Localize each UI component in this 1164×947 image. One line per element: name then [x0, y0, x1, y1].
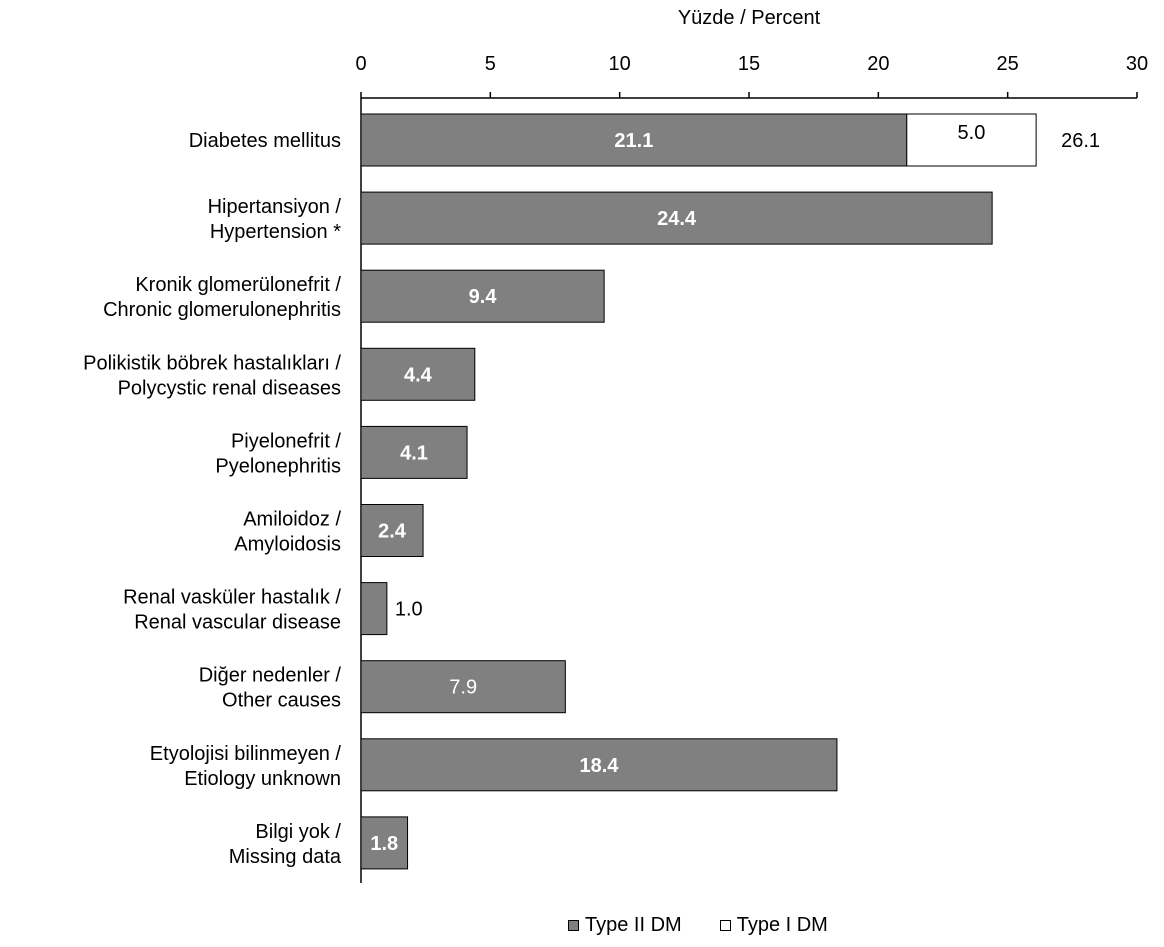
total-label: 26.1 [1061, 130, 1100, 152]
data-label-type-2-dm: 2.4 [378, 521, 407, 543]
bar-type-2-dm [360, 425, 468, 479]
bar-type-2-dm [360, 582, 388, 636]
x-tick-label: 25 [997, 53, 1019, 75]
data-label-type-2-dm: 7.9 [449, 677, 477, 699]
x-axis-title: Yüzde / Percent [678, 7, 821, 29]
data-label-type-2-dm: 4.1 [400, 442, 428, 464]
bar-type-1-dm [906, 113, 1037, 167]
data-label-type-2-dm: 1.8 [370, 833, 398, 855]
legend-label-type-1-dm: Type I DM [736, 913, 828, 936]
legend: Type II DM Type I DM [568, 910, 828, 940]
category-label: Renal vasküler hastalık / Renal vascular … [123, 587, 341, 634]
x-tick-label: 15 [738, 53, 760, 75]
category-labels: Diabetes mellitus Hipertansiyon / Hyperten… [83, 130, 342, 868]
data-label-type-2-dm: 21.1 [614, 130, 653, 152]
x-tick-label: 0 [355, 53, 366, 75]
bar-type-2-dm [360, 113, 908, 167]
x-tick-label: 20 [867, 53, 889, 75]
legend-item-type-1-dm: Type I DM [719, 913, 828, 937]
category-label: Diabetes mellitus [189, 130, 341, 152]
bar-type-2-dm [360, 504, 424, 557]
category-label: Polikistik böbrek hastalıkları / Polycyst… [83, 352, 341, 399]
legend-item-type-2-dm: Type II DM [568, 914, 682, 937]
bar-type-2-dm [360, 191, 993, 245]
category-label: Hipertansiyon / Hypertension * [208, 196, 342, 243]
category-label: Amiloidoz / Amyloidosis [234, 509, 341, 556]
category-label: Bilgi yok / Missing data [229, 821, 342, 868]
x-tick-label: 30 [1126, 53, 1148, 75]
bars: 21.1 5.0 24.4 9.4 4.4 4.1 2.4 1.0 7.9 18.4 1.8 26.1 [360, 113, 1100, 870]
legend-swatch-type-2-dm [568, 919, 579, 931]
data-label-type-1-dm: 5.0 [958, 122, 986, 144]
legend-label-type-2-dm: Type II DM [585, 913, 682, 936]
x-tick-label: 10 [609, 53, 631, 75]
legend-swatch-type-1-dm [719, 919, 731, 931]
category-label: Etyolojisi bilinmeyen / Etiology unknown [150, 743, 342, 790]
category-label: Kronik glomerülonefrit / Chronic glomerul… [103, 274, 341, 321]
category-label: Piyelonefrit / Pyelonephritis [215, 430, 341, 477]
data-label-type-2-dm: 24.4 [657, 208, 697, 230]
category-label: Diğer nedenler / Other causes [199, 665, 342, 712]
bar-type-2-dm [360, 738, 838, 792]
x-tick-label: 5 [485, 53, 496, 75]
bar-type-2-dm [360, 660, 566, 714]
data-label-type-2-dm: 18.4 [580, 755, 620, 777]
bar-type-2-dm [360, 269, 605, 323]
bar-type-2-dm [360, 347, 476, 401]
bar-type-2-dm [360, 816, 409, 870]
data-label-type-2-dm: 9.4 [469, 286, 498, 308]
data-label-type-2-dm: 4.4 [404, 364, 433, 386]
data-label-type-2-dm: 1.0 [395, 599, 423, 621]
